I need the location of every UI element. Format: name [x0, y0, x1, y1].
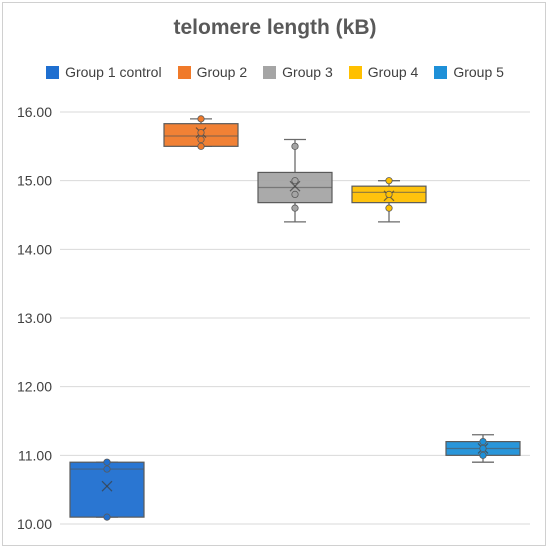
mean-marker	[101, 480, 113, 492]
legend-swatch	[263, 65, 277, 79]
y-tick-label: 14.00	[17, 241, 52, 257]
mean-marker	[289, 180, 301, 192]
data-point	[291, 190, 299, 198]
data-point	[103, 513, 111, 521]
data-point	[291, 142, 299, 150]
legend-item: Group 1 control	[46, 64, 162, 80]
y-tick-label: 11.00	[18, 447, 52, 463]
legend-swatch	[434, 65, 448, 79]
legend-label: Group 5	[453, 64, 504, 80]
y-tick-label: 13.00	[17, 310, 52, 326]
legend-item: Group 3	[263, 64, 333, 80]
legend-item: Group 2	[177, 64, 248, 80]
legend-swatch	[46, 65, 60, 79]
y-tick-label: 15.00	[17, 173, 52, 189]
chart-title: telomere length (kB)	[173, 16, 377, 39]
legend-swatch	[177, 65, 191, 79]
legend-item: Group 5	[434, 64, 504, 80]
legend-label: Group 4	[367, 64, 419, 80]
data-point	[479, 451, 487, 459]
data-point	[103, 465, 111, 473]
legend-label: Group 3	[282, 64, 333, 80]
data-point	[385, 177, 393, 185]
data-point	[291, 177, 299, 185]
data-point	[385, 204, 393, 212]
data-point	[385, 190, 393, 198]
legend-item: Group 4	[348, 64, 419, 80]
data-point	[479, 437, 487, 446]
chart-legend: Group 1 control Group 2 Group 3 Group 4 Grou…	[0, 64, 550, 80]
legend-label: Group 1 control	[65, 64, 162, 80]
data-point	[197, 129, 205, 137]
data-point	[291, 204, 299, 212]
y-tick-label: 10.00	[17, 516, 52, 532]
data-point	[479, 444, 487, 453]
data-point	[103, 458, 111, 466]
y-tick-label: 12.00	[17, 379, 52, 395]
legend-label: Group 2	[196, 64, 248, 80]
data-point	[197, 115, 205, 123]
data-point	[197, 135, 205, 144]
legend-swatch	[348, 65, 362, 79]
data-point	[197, 142, 205, 150]
y-tick-label: 16.00	[17, 104, 52, 120]
